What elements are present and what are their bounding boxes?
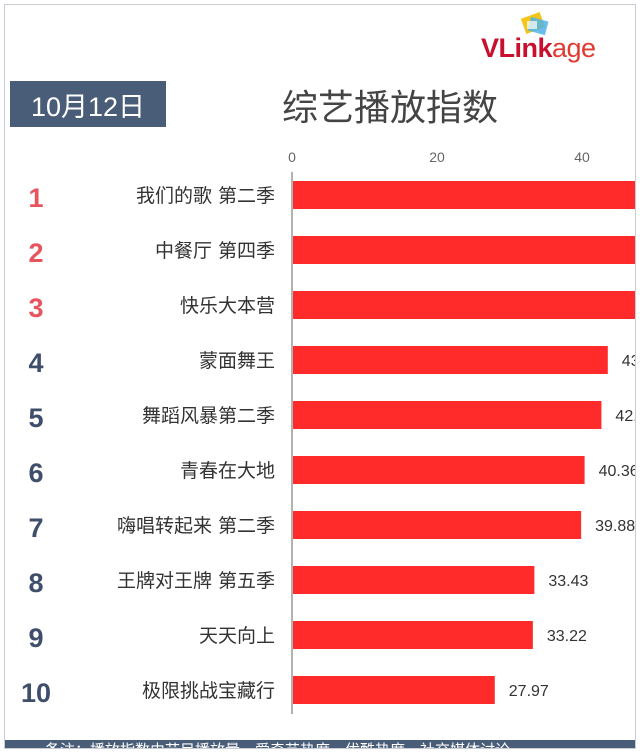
bar-chart: 02040601我们的歌 第二季55.342中餐厅 第四季52.683快乐大本营… [21, 149, 636, 714]
bar [293, 566, 535, 594]
category-label: 嗨唱转起来 第二季 [117, 515, 275, 537]
category-label: 舞蹈风暴第二季 [142, 405, 275, 427]
category-label: 中餐厅 第四季 [155, 240, 275, 262]
value-label: 33.22 [547, 628, 587, 645]
rank-number: 8 [28, 568, 43, 598]
bar [293, 346, 608, 374]
value-label: 39.88 [595, 518, 635, 535]
value-label: 43.56 [622, 353, 636, 370]
category-label: 天天向上 [199, 625, 275, 647]
category-label: 我们的歌 第二季 [136, 185, 275, 207]
footer-note: 备注：播放指数由节目播放量、爱奇艺热度、优酷热度、社交媒体讨论 [5, 740, 635, 748]
rank-number: 9 [28, 623, 43, 653]
bar [293, 621, 533, 649]
value-label: 42.68 [615, 408, 636, 425]
rank-number: 2 [28, 238, 43, 268]
rank-number: 1 [28, 183, 43, 213]
x-tick-label: 20 [429, 149, 445, 165]
bar [293, 291, 635, 319]
bar [293, 236, 635, 264]
x-tick-label: 40 [574, 149, 590, 165]
category-label: 极限挑战宝藏行 [142, 680, 275, 702]
bar [293, 401, 602, 429]
rank-number: 6 [28, 458, 43, 488]
rank-number: 5 [28, 403, 43, 433]
category-label: 蒙面舞王 [199, 350, 275, 372]
logo-icon [520, 12, 549, 36]
category-label: 快乐大本营 [180, 295, 275, 317]
rank-number: 3 [28, 293, 43, 323]
chart-title: 综艺播放指数 [281, 88, 498, 129]
date-badge: 10月12日 [10, 81, 166, 127]
bar [293, 456, 585, 484]
rank-number: 10 [21, 678, 51, 708]
value-label: 27.97 [509, 683, 549, 700]
bar [293, 181, 635, 209]
logo-main: VLink [481, 33, 553, 63]
vlinkage-logo: VLinkage [481, 11, 631, 71]
bar [293, 511, 582, 539]
category-label: 青春在大地 [180, 460, 275, 482]
category-label: 王牌对王牌 第五季 [117, 570, 275, 592]
logo-text: VLinkage [481, 33, 596, 64]
rank-number: 4 [28, 348, 43, 378]
x-tick-label: 0 [288, 149, 296, 165]
value-label: 40.36 [599, 463, 636, 480]
chart-frame: VLinkage 10月12日 综艺播放指数 02040601我们的歌 第二季5… [4, 4, 636, 749]
value-label: 33.43 [548, 573, 588, 590]
rank-number: 7 [28, 513, 43, 543]
logo-suffix: age [552, 33, 596, 63]
bar [293, 676, 495, 704]
